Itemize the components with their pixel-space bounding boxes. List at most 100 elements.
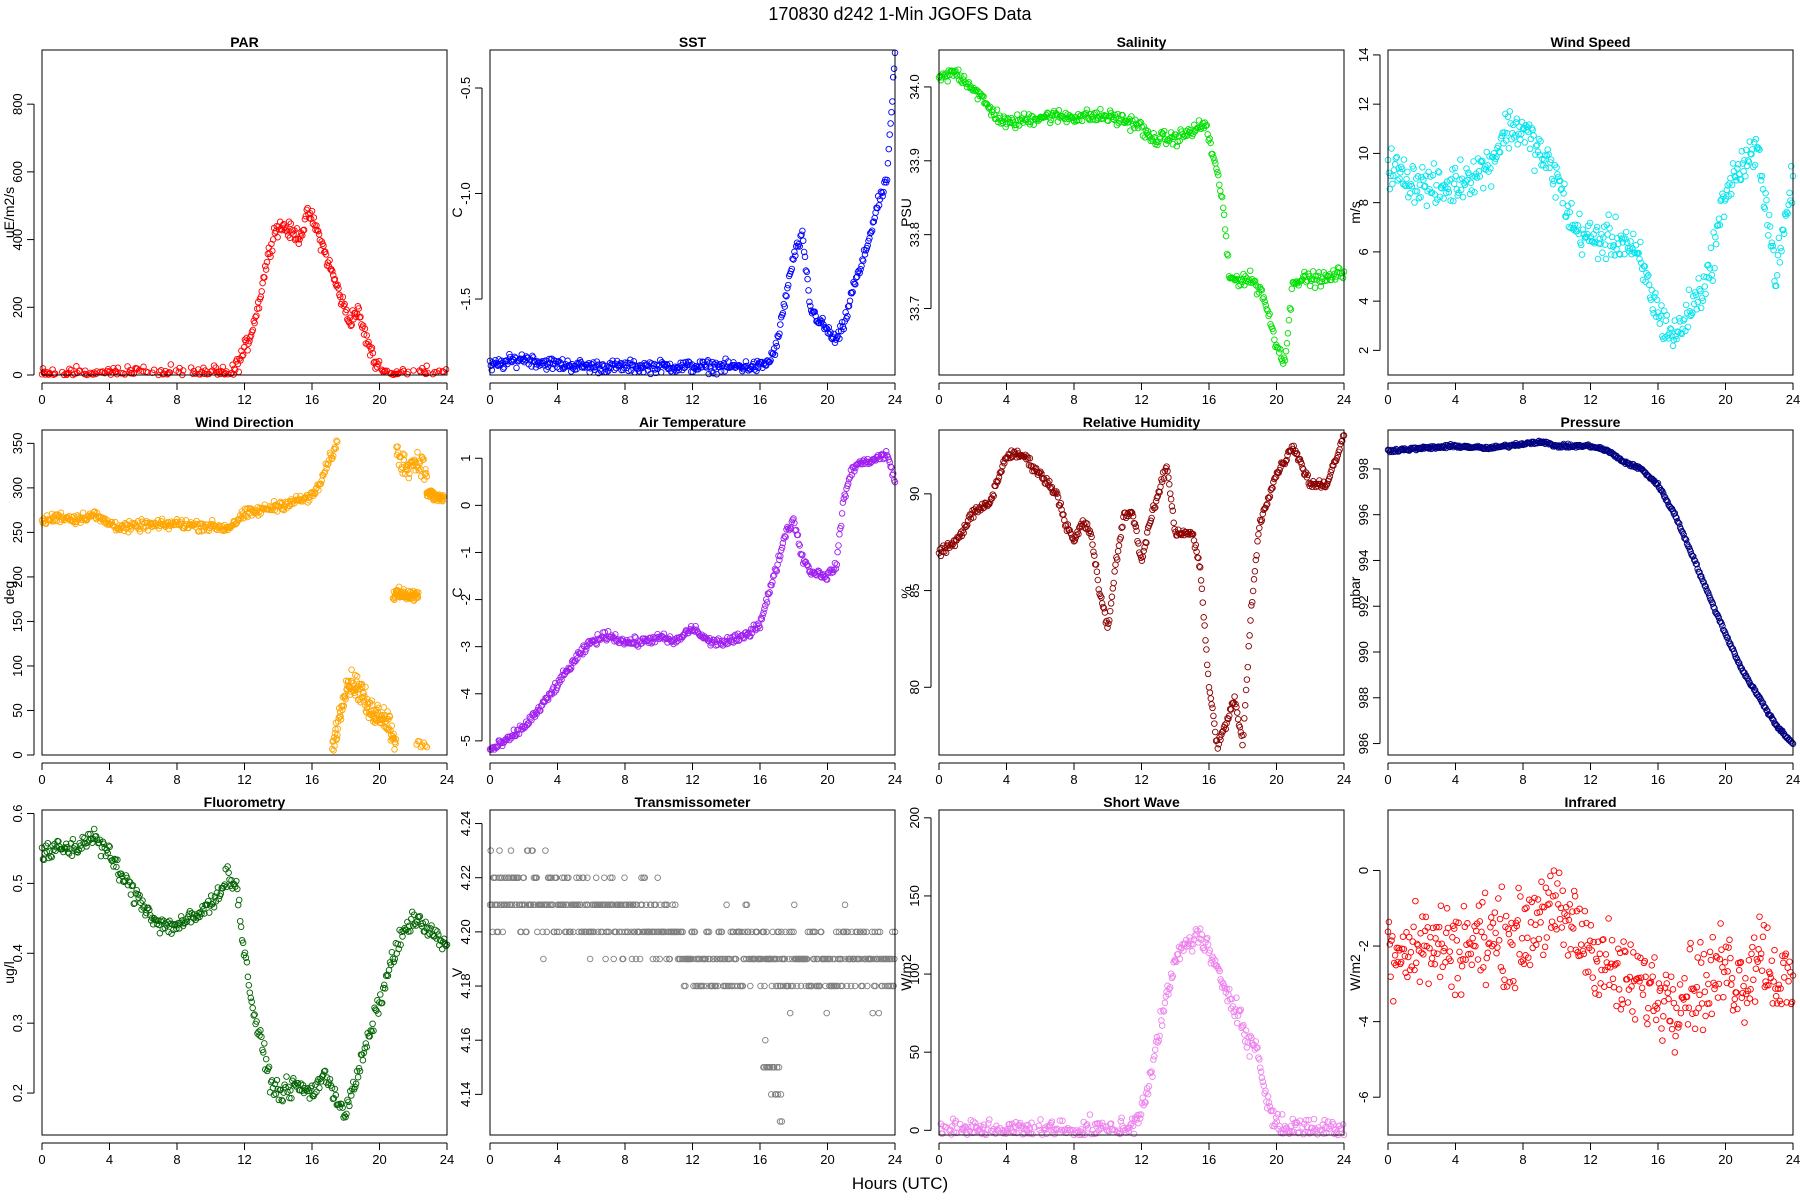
relative-humidity-point <box>1334 452 1342 459</box>
wind-direction-point <box>374 701 381 709</box>
air-temperature-point <box>773 567 781 575</box>
fluorometry-points <box>38 825 451 1121</box>
pressure-x-tick-label: 8 <box>1519 772 1526 787</box>
sst-point <box>700 358 707 366</box>
fluorometry-point <box>316 1084 323 1092</box>
transmissometer-point <box>786 928 793 936</box>
fluorometry-point <box>201 910 208 917</box>
salinity-point <box>1083 106 1091 113</box>
salinity-point <box>1204 131 1211 138</box>
sst-point <box>754 364 762 371</box>
fluorometry-y-label: ug/l <box>1 961 17 984</box>
salinity-point <box>1333 268 1341 276</box>
fluorometry-point <box>249 1004 256 1012</box>
salinity-point <box>1231 277 1239 284</box>
wind-speed-point <box>1772 282 1780 290</box>
sst-point <box>716 363 723 371</box>
transmissometer-point <box>690 982 697 990</box>
par-y-tick-label: 200 <box>10 296 25 318</box>
salinity-x-tick-label: 20 <box>1269 392 1283 407</box>
salinity-point <box>1209 150 1216 158</box>
wind-direction-point <box>306 497 313 504</box>
relative-humidity-title: Relative Humidity <box>1083 414 1201 430</box>
transmissometer-point <box>745 928 752 936</box>
par-point <box>400 367 408 375</box>
relative-humidity-point <box>1143 539 1150 547</box>
relative-humidity-point <box>1170 519 1177 527</box>
fluorometry-point <box>279 1097 286 1105</box>
wind-speed-point <box>1486 153 1493 160</box>
salinity-point <box>1270 328 1277 335</box>
wind-speed-point <box>1763 196 1770 204</box>
air-temperature-point <box>763 599 771 606</box>
fluorometry-point <box>321 1067 329 1075</box>
relative-humidity-point <box>1138 557 1146 564</box>
salinity-point <box>1141 134 1149 141</box>
air-temperature-point <box>794 531 802 539</box>
par-point <box>356 314 363 321</box>
air-temperature-point <box>781 532 788 540</box>
air-temperature-point <box>874 451 882 459</box>
air-temperature-y-tick-label: -2 <box>458 594 473 606</box>
salinity-point <box>1276 345 1284 353</box>
wind-speed-point <box>1755 145 1762 152</box>
fluorometry-point <box>326 1075 334 1083</box>
air-temperature-point <box>759 612 766 619</box>
wind-direction-y-tick-label: 100 <box>10 655 25 677</box>
wind-direction-point <box>405 474 413 482</box>
fluorometry-point <box>380 981 388 989</box>
salinity-point <box>1283 340 1291 347</box>
wind-speed-point <box>1695 275 1702 282</box>
pressure-point <box>1732 653 1739 661</box>
transmissometer-point <box>761 982 768 990</box>
wind-speed-point <box>1571 221 1579 228</box>
relative-humidity-point <box>1214 745 1222 752</box>
par-point <box>51 370 59 378</box>
wind-speed-title: Wind Speed <box>1551 34 1631 50</box>
fluorometry-point <box>401 925 408 932</box>
wind-direction-point <box>253 508 260 515</box>
wind-speed-point <box>1448 175 1455 183</box>
sst-title: SST <box>679 34 707 50</box>
salinity-point <box>1221 226 1229 233</box>
salinity-point <box>1336 269 1344 277</box>
par-point <box>231 365 238 372</box>
fluorometry-point <box>370 1027 377 1035</box>
relative-humidity-point <box>1114 547 1122 555</box>
wind-direction-point <box>310 492 317 499</box>
wind-speed-point <box>1501 129 1508 136</box>
relative-humidity-point <box>1201 622 1208 629</box>
sst-point <box>799 237 807 244</box>
sst-point <box>784 281 792 289</box>
par-point <box>321 248 329 255</box>
sst-plot-frame <box>489 49 896 376</box>
wind-speed-y-tick-label: 6 <box>1356 248 1371 255</box>
transmissometer-point <box>607 874 614 881</box>
transmissometer-point <box>652 901 659 909</box>
fluorometry-point <box>354 1073 362 1081</box>
transmissometer-point <box>775 928 782 936</box>
pressure-point <box>1779 727 1786 735</box>
sst-point <box>773 343 781 350</box>
wind-speed-point <box>1408 183 1416 190</box>
salinity-point <box>1005 115 1012 123</box>
salinity-point <box>1144 127 1152 135</box>
par-point <box>442 366 450 373</box>
wind-speed-point <box>1744 157 1752 164</box>
transmissometer-point <box>610 955 617 963</box>
wind-direction-point <box>417 466 424 473</box>
fluorometry-point <box>243 958 251 966</box>
pressure-point <box>1662 496 1670 504</box>
fluorometry-point <box>397 941 404 949</box>
sst-point <box>845 302 853 310</box>
wind-speed-point <box>1559 199 1566 207</box>
air-temperature-point <box>527 715 534 722</box>
salinity-point <box>1251 277 1259 285</box>
salinity-point <box>1202 122 1210 130</box>
sst-point <box>803 268 811 276</box>
pressure-point <box>1678 527 1686 535</box>
wind-speed-point <box>1622 235 1629 242</box>
par-point <box>134 365 141 372</box>
wind-direction-point <box>406 470 413 478</box>
